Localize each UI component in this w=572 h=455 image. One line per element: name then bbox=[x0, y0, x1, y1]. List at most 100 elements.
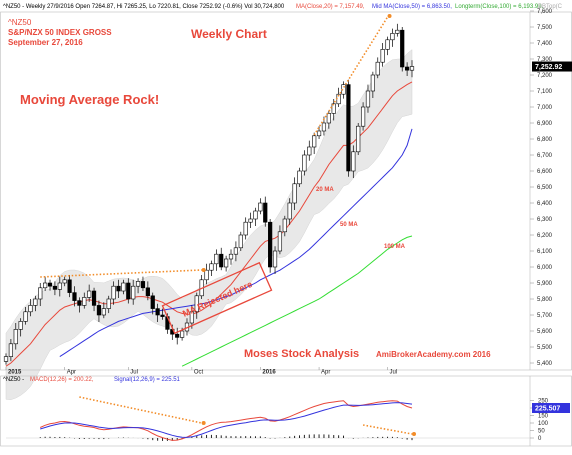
headline-moving-average-rock: Moving Average Rock! bbox=[20, 92, 159, 107]
price-tick-label: 7,000 bbox=[537, 105, 553, 111]
price-tick-label: 6,100 bbox=[537, 249, 553, 255]
price-tick-label: 6,200 bbox=[537, 233, 553, 239]
macd-line bbox=[40, 401, 412, 441]
candle-body bbox=[24, 312, 28, 322]
index-name-label: S&P/NZX 50 INDEX GROSS bbox=[8, 28, 112, 37]
candle-body bbox=[347, 85, 351, 171]
candle-body bbox=[126, 283, 130, 299]
trendline-end-dot bbox=[202, 421, 206, 425]
candle-body bbox=[53, 286, 57, 289]
candle-body bbox=[205, 270, 209, 280]
x-tick-label: Jul bbox=[390, 370, 398, 376]
candle-body bbox=[219, 254, 223, 267]
candle-body bbox=[268, 222, 272, 267]
candle-body bbox=[288, 203, 292, 219]
candle-body bbox=[400, 30, 404, 67]
price-tick-label: 5,400 bbox=[537, 361, 553, 367]
candle-body bbox=[146, 288, 150, 296]
candle-body bbox=[141, 281, 145, 287]
header-ma100-text: Longterm(Close,100) = 6,193.99, bbox=[455, 4, 544, 10]
candle-body bbox=[78, 301, 82, 306]
macd-tick-label: 100 bbox=[538, 421, 549, 427]
price-tick-label: 5,700 bbox=[537, 313, 553, 319]
candle-body bbox=[175, 334, 179, 337]
candle-body bbox=[356, 126, 360, 152]
macd-header-macd: MACD(12,26) = 200.22, bbox=[30, 377, 94, 383]
candle-body bbox=[386, 40, 390, 50]
candle-body bbox=[352, 152, 356, 171]
candle-body bbox=[273, 251, 277, 267]
candle-body bbox=[332, 104, 336, 114]
candle-body bbox=[68, 280, 72, 293]
candle-body bbox=[298, 171, 302, 184]
candle-body bbox=[371, 75, 375, 91]
candle-body bbox=[396, 30, 400, 33]
candle-body bbox=[224, 259, 228, 267]
symbol-label: ^NZ50 bbox=[8, 18, 32, 27]
candle-body bbox=[73, 293, 77, 301]
candle-body bbox=[112, 286, 116, 299]
candle-body bbox=[410, 67, 414, 71]
candle-body bbox=[29, 305, 33, 311]
trendline-end-dot bbox=[202, 268, 206, 272]
candle-body bbox=[249, 219, 253, 222]
candle-body bbox=[63, 280, 67, 283]
candle-body bbox=[34, 299, 38, 305]
candle-body bbox=[38, 288, 42, 299]
price-tick-label: 6,300 bbox=[537, 217, 553, 223]
price-tick-label: 6,600 bbox=[537, 169, 553, 175]
candle-body bbox=[361, 107, 365, 126]
candle-body bbox=[381, 49, 385, 62]
price-tick-label: 5,900 bbox=[537, 281, 553, 287]
weekly-chart-title: Weekly Chart bbox=[191, 27, 267, 41]
candle-body bbox=[14, 329, 18, 343]
trendline-end-dot bbox=[412, 432, 416, 436]
candle-body bbox=[307, 147, 311, 155]
macd-trendline bbox=[79, 397, 201, 423]
date-label: September 27, 2016 bbox=[8, 38, 83, 47]
macd-trendline bbox=[363, 425, 412, 434]
candle-body bbox=[97, 305, 101, 315]
header-trail-text: BBTop(C bbox=[538, 4, 563, 10]
candle-body bbox=[92, 291, 96, 305]
candle-body bbox=[102, 309, 106, 315]
x-tick-label: Oct bbox=[194, 370, 204, 376]
header-ma20-text: MA(Close,20) = 7,157.49, bbox=[296, 4, 365, 10]
last-price-label: 7,252.92 bbox=[535, 64, 562, 71]
candle-body bbox=[327, 113, 331, 123]
candle-body bbox=[161, 315, 165, 317]
x-tick-label: Apr bbox=[321, 370, 330, 376]
candle-body bbox=[156, 309, 160, 315]
candle-body bbox=[259, 203, 263, 211]
candle-body bbox=[312, 136, 316, 147]
macd-panel-frame bbox=[1, 376, 572, 446]
candle-body bbox=[293, 184, 297, 203]
price-tick-label: 6,500 bbox=[537, 185, 553, 191]
candle-body bbox=[303, 155, 307, 171]
candle-body bbox=[405, 67, 409, 70]
candle-body bbox=[43, 283, 47, 288]
candle-body bbox=[239, 235, 243, 248]
candle-body bbox=[4, 357, 8, 362]
x-tick-label: Apr bbox=[67, 370, 76, 376]
candle-body bbox=[180, 331, 184, 337]
site-label: AmiBrokerAcademy.com 2016 bbox=[376, 350, 491, 359]
x-tick-label: 2016 bbox=[262, 370, 276, 376]
x-tick-label: 2015 bbox=[8, 370, 22, 376]
candle-body bbox=[263, 203, 267, 222]
macd-last-value-label: 225.507 bbox=[535, 406, 560, 413]
price-tick-label: 5,500 bbox=[537, 345, 553, 351]
macd-tick-label: 0 bbox=[538, 436, 542, 442]
macd-layer bbox=[6, 401, 530, 441]
candle-body bbox=[317, 131, 321, 136]
candle-body bbox=[366, 91, 370, 107]
candle-body bbox=[234, 248, 238, 254]
price-tick-label: 7,100 bbox=[537, 89, 553, 95]
candle-body bbox=[229, 254, 233, 259]
candle-body bbox=[391, 33, 395, 39]
candle-body bbox=[19, 321, 23, 329]
ma20-label: 20 MA bbox=[316, 187, 334, 193]
price-tick-label: 5,800 bbox=[537, 297, 553, 303]
